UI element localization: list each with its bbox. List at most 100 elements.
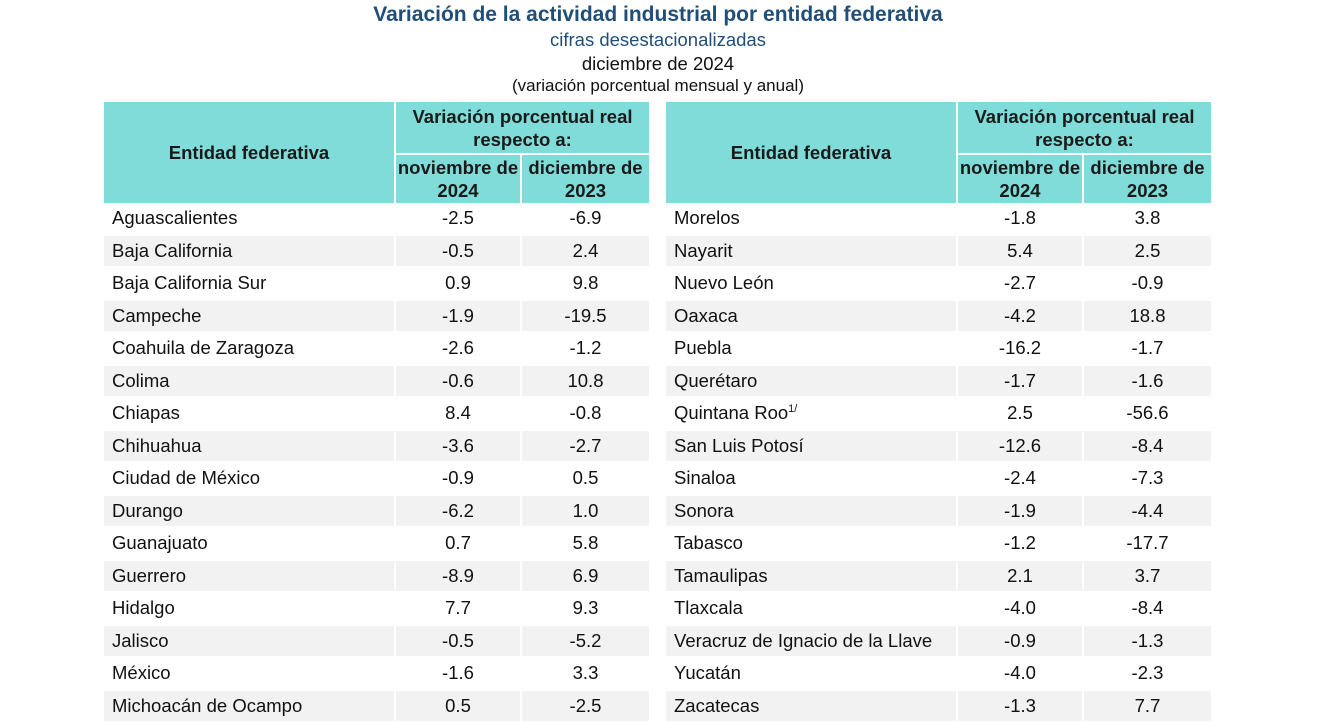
entity-name: Chiapas <box>112 402 180 424</box>
value-dec-2023: -2.7 <box>522 430 649 463</box>
entity-name-cell: Oaxaca <box>666 300 958 333</box>
entity-name-cell: Tabasco <box>666 528 958 561</box>
entity-name: Ciudad de México <box>112 467 261 489</box>
entity-name-cell: San Luis Potosí <box>666 430 958 463</box>
entity-name: Tlaxcala <box>674 597 743 619</box>
value-nov-2024: 8.4 <box>396 398 522 431</box>
table-row: San Luis Potosí -12.6 -8.4 <box>666 430 1211 463</box>
value-dec-2023: 18.8 <box>1084 300 1211 333</box>
value-dec-2023: -0.8 <box>522 398 649 431</box>
column-header-dec: diciembre de 2023 <box>522 155 649 203</box>
table-row: Guerrero -8.9 6.9 <box>104 560 649 593</box>
value-nov-2024: -3.6 <box>396 430 522 463</box>
value-nov-2024: -6.2 <box>396 495 522 528</box>
value-nov-2024: -4.2 <box>958 300 1084 333</box>
table-row: Tamaulipas 2.1 3.7 <box>666 560 1211 593</box>
value-dec-2023: 3.8 <box>1084 203 1211 236</box>
value-dec-2023: 7.7 <box>1084 690 1211 723</box>
entity-name: Guanajuato <box>112 532 208 554</box>
entity-name: San Luis Potosí <box>674 434 804 456</box>
table-row: Zacatecas -1.3 7.7 <box>666 690 1211 723</box>
report-title: Variación de la actividad industrial por… <box>373 3 943 26</box>
entity-name-cell: Sinaloa <box>666 463 958 496</box>
report-note: (variación porcentual mensual y anual) <box>512 76 804 95</box>
report-date: diciembre de 2024 <box>581 53 735 74</box>
value-nov-2024: 2.5 <box>958 398 1084 431</box>
value-dec-2023: -56.6 <box>1084 398 1211 431</box>
value-nov-2024: 0.9 <box>396 268 522 301</box>
entity-name: Yucatán <box>674 662 741 684</box>
table-row: México -1.6 3.3 <box>104 658 649 691</box>
entity-name: Durango <box>112 499 183 521</box>
table-row: Puebla -16.2 -1.7 <box>666 333 1211 366</box>
entity-name-cell: Chiapas <box>104 398 396 431</box>
entity-name: México <box>112 662 171 684</box>
table-body: Aguascalientes -2.5 -6.9 Baja California -0.… <box>104 203 649 723</box>
table-row: Tlaxcala -4.0 -8.4 <box>666 593 1211 626</box>
entity-name: Chihuahua <box>112 434 202 456</box>
value-nov-2024: 7.7 <box>396 593 522 626</box>
entity-name: Hidalgo <box>112 597 175 619</box>
value-dec-2023: -1.2 <box>522 333 649 366</box>
entity-name: Querétaro <box>674 369 758 391</box>
table-row: Quintana Roo1/2.5 -56.6 <box>666 398 1211 431</box>
value-nov-2024: -4.0 <box>958 593 1084 626</box>
entity-name-cell: México <box>104 658 396 691</box>
value-dec-2023: -5.2 <box>522 625 649 658</box>
column-header-entity: Entidad federativa <box>104 102 396 203</box>
entity-name-cell: Quintana Roo1/ <box>666 398 958 431</box>
entity-name: Nuevo León <box>674 272 774 294</box>
entity-name-cell: Michoacán de Ocampo <box>104 690 396 723</box>
entity-name: Oaxaca <box>674 304 738 326</box>
value-dec-2023: 3.7 <box>1084 560 1211 593</box>
value-dec-2023: 6.9 <box>522 560 649 593</box>
table-row: Nuevo León -2.7 -0.9 <box>666 268 1211 301</box>
value-dec-2023: -1.6 <box>1084 365 1211 398</box>
entity-name: Aguascalientes <box>112 207 238 229</box>
entity-name-cell: Ciudad de México <box>104 463 396 496</box>
entity-name-cell: Veracruz de Ignacio de la Llave <box>666 625 958 658</box>
value-dec-2023: 1.0 <box>522 495 649 528</box>
entity-name: Morelos <box>674 207 740 229</box>
value-nov-2024: -1.9 <box>958 495 1084 528</box>
entity-name-cell: Colima <box>104 365 396 398</box>
table-row: Tabasco -1.2 -17.7 <box>666 528 1211 561</box>
entity-name: Campeche <box>112 304 202 326</box>
value-nov-2024: -16.2 <box>958 333 1084 366</box>
value-dec-2023: 0.5 <box>522 463 649 496</box>
entity-name-cell: Querétaro <box>666 365 958 398</box>
table-row: Veracruz de Ignacio de la Llave -0.9 -1.3 <box>666 625 1211 658</box>
value-nov-2024: -2.7 <box>958 268 1084 301</box>
column-header-nov: noviembre de 2024 <box>396 155 522 203</box>
value-nov-2024: -2.6 <box>396 333 522 366</box>
table-row: Jalisco -0.5 -5.2 <box>104 625 649 658</box>
value-dec-2023: -0.9 <box>1084 268 1211 301</box>
entity-name-cell: Campeche <box>104 300 396 333</box>
entity-name-cell: Baja California Sur <box>104 268 396 301</box>
entity-name-cell: Zacatecas <box>666 690 958 723</box>
entity-name: Coahuila de Zaragoza <box>112 337 295 359</box>
table-row: Oaxaca -4.2 18.8 <box>666 300 1211 333</box>
table-row: Querétaro -1.7 -1.6 <box>666 365 1211 398</box>
column-header-group: Variación porcentual real respecto a: <box>396 102 649 155</box>
value-dec-2023: -1.3 <box>1084 625 1211 658</box>
table-row: Coahuila de Zaragoza -2.6 -1.2 <box>104 333 649 366</box>
table-row: Sonora -1.9 -4.4 <box>666 495 1211 528</box>
table-row: Chihuahua -3.6 -2.7 <box>104 430 649 463</box>
value-nov-2024: -1.6 <box>396 658 522 691</box>
entity-name: Sonora <box>674 499 734 521</box>
report-subtitle: cifras desestacionalizadas <box>550 29 766 50</box>
value-nov-2024: -1.8 <box>958 203 1084 236</box>
value-dec-2023: -2.5 <box>522 690 649 723</box>
value-nov-2024: -1.9 <box>396 300 522 333</box>
value-nov-2024: -0.5 <box>396 625 522 658</box>
entity-name-cell: Chihuahua <box>104 430 396 463</box>
entity-name: Baja California <box>112 239 233 261</box>
table-row: Sinaloa -2.4 -7.3 <box>666 463 1211 496</box>
entity-name: Nayarit <box>674 239 733 261</box>
table-row: Ciudad de México -0.9 0.5 <box>104 463 649 496</box>
table-row: Durango -6.2 1.0 <box>104 495 649 528</box>
entity-name: Quintana Roo <box>674 402 789 424</box>
value-dec-2023: 2.4 <box>522 235 649 268</box>
value-nov-2024: -0.9 <box>396 463 522 496</box>
